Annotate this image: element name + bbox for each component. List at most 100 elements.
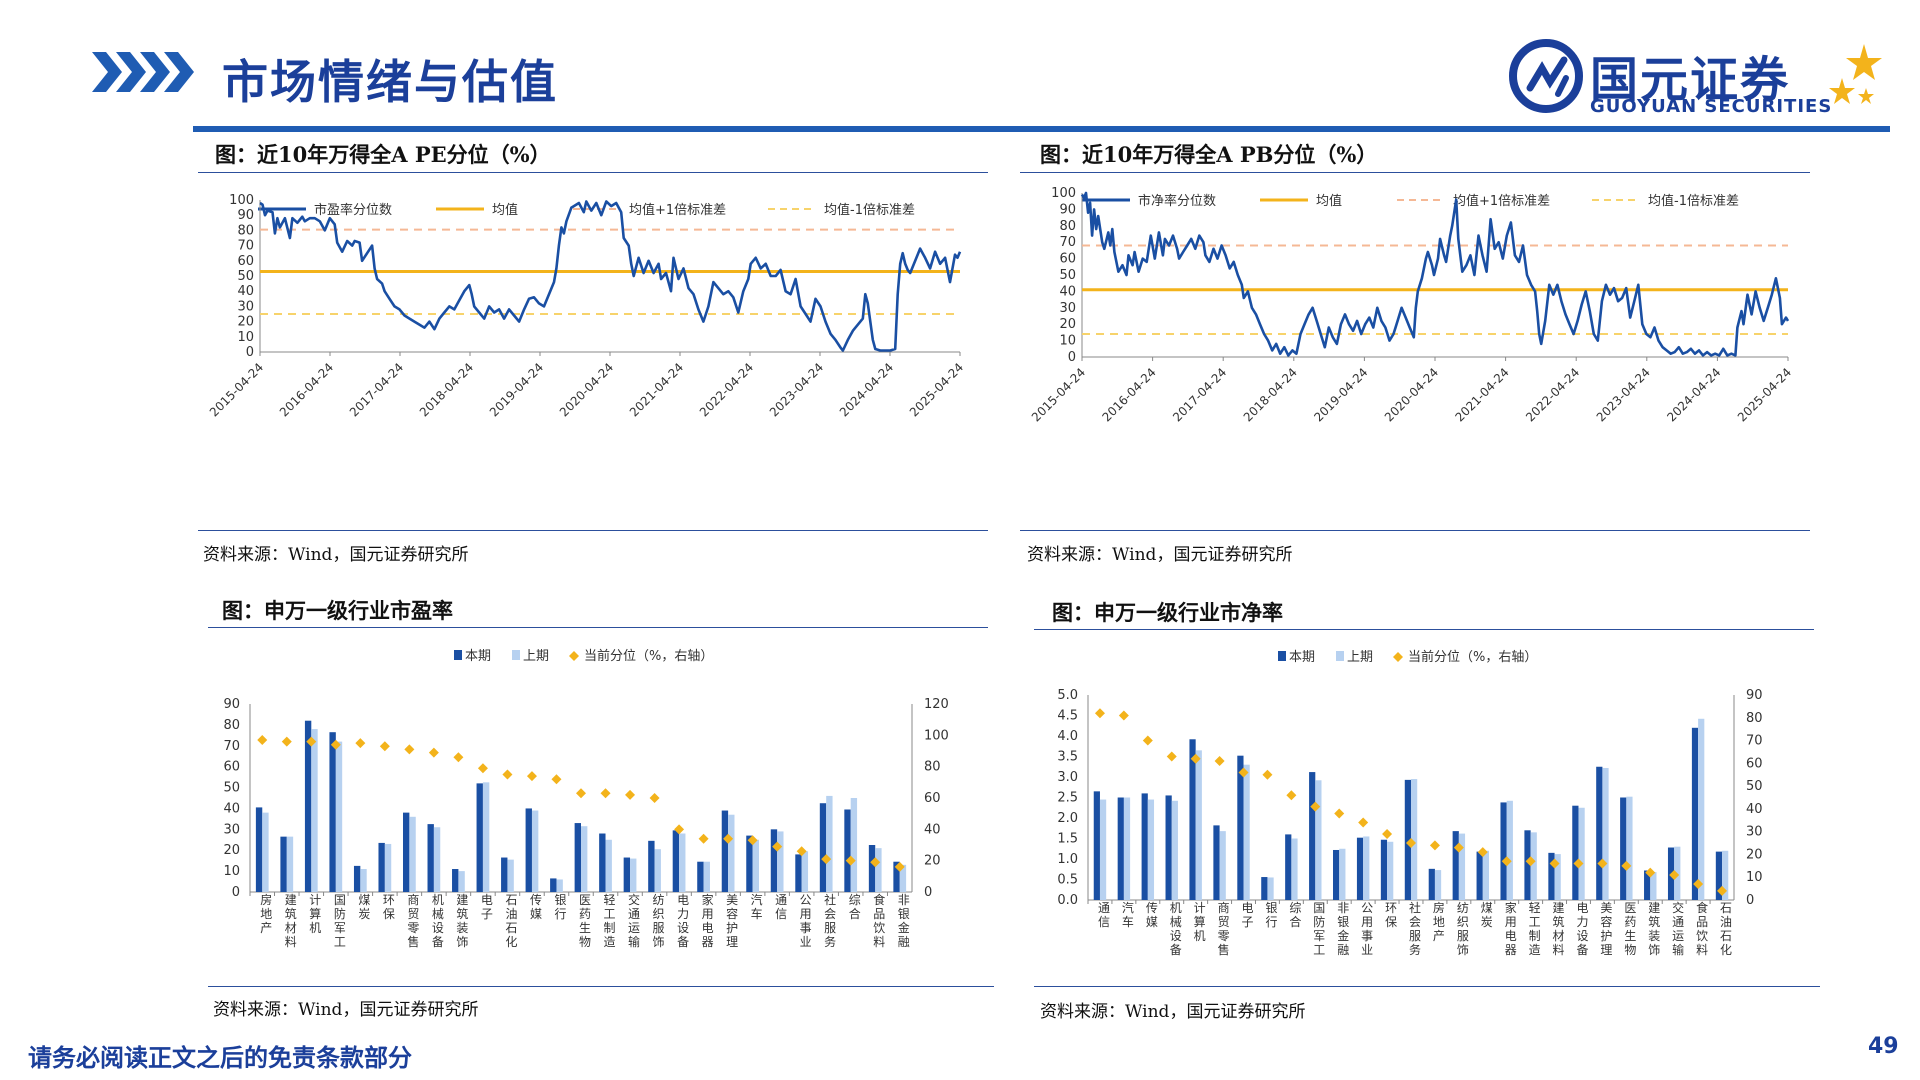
x-tick-label: 2023-04-24 bbox=[767, 360, 826, 419]
percentile-marker bbox=[1094, 708, 1105, 719]
bar-previous bbox=[875, 848, 882, 892]
bar-current bbox=[255, 807, 263, 892]
percentile-marker bbox=[870, 857, 881, 868]
percentile-marker bbox=[551, 774, 562, 785]
category-label: 建筑材料 bbox=[1553, 901, 1566, 957]
y-tick-label: 20 bbox=[1059, 317, 1076, 332]
category-label: 医药生物 bbox=[1624, 901, 1637, 957]
bar-current bbox=[1500, 802, 1507, 900]
y-left-tick-label: 50 bbox=[223, 781, 240, 796]
bar-current bbox=[1596, 766, 1603, 900]
category-label: 石油石化 bbox=[505, 893, 518, 949]
x-tick-label: 2021-04-24 bbox=[1453, 365, 1512, 424]
percentile-marker bbox=[1358, 817, 1369, 828]
bar-previous bbox=[1267, 877, 1274, 900]
x-tick-label: 2016-04-24 bbox=[277, 360, 336, 419]
legend-label-current: 本期 bbox=[465, 649, 491, 664]
y-left-tick-label: 30 bbox=[223, 822, 240, 837]
bar-previous bbox=[1099, 799, 1107, 900]
percentile-marker bbox=[453, 752, 464, 763]
bar-current bbox=[1117, 797, 1124, 900]
industry-pb-chart: 本期 上期 当前分位（%，右轴） 0.0 0.5 1.0 1.5 2.0 2.5 3.0 3.5 4.… bbox=[1057, 649, 1763, 957]
legend-label-previous: 上期 bbox=[523, 649, 549, 664]
category-label: 国防军工 bbox=[334, 893, 347, 949]
y-tick-label: 40 bbox=[237, 284, 254, 299]
y-right-tick-label: 60 bbox=[1746, 756, 1763, 771]
legend-label-percentile: 当前分位（%，右轴） bbox=[1408, 649, 1537, 665]
bar-previous bbox=[679, 833, 686, 892]
legend-swatch-previous bbox=[1336, 651, 1344, 661]
x-tick-label: 2022-04-24 bbox=[697, 360, 756, 419]
bar-current bbox=[1333, 849, 1340, 900]
bar-previous bbox=[654, 849, 661, 892]
bar-current bbox=[501, 857, 508, 892]
bar-previous bbox=[1315, 780, 1322, 900]
category-label: 交通运输 bbox=[1672, 900, 1685, 957]
bar-current bbox=[893, 861, 900, 892]
bar-current bbox=[476, 783, 483, 892]
bar-current bbox=[623, 857, 631, 892]
category-label: 国防军工 bbox=[1313, 901, 1326, 957]
percentile-marker bbox=[428, 747, 439, 758]
bar-previous bbox=[1219, 831, 1226, 900]
ind-pb-panel-title: 图：申万一级行业市净率 bbox=[1052, 600, 1283, 625]
bar-current bbox=[672, 830, 680, 892]
percentile-marker bbox=[1190, 753, 1201, 764]
legend-swatch-current bbox=[1278, 651, 1286, 661]
x-tick-label: 2024-04-24 bbox=[837, 360, 896, 419]
y-left-tick-label: 40 bbox=[223, 801, 240, 816]
bar-previous bbox=[1722, 850, 1729, 900]
y-left-tick-label: 60 bbox=[223, 760, 240, 775]
y-left-tick-label: 90 bbox=[223, 697, 240, 712]
y-right-tick-label: 50 bbox=[1746, 779, 1763, 794]
category-label: 计算机 bbox=[309, 893, 322, 935]
bar-previous bbox=[1339, 848, 1346, 900]
bar-current bbox=[868, 845, 876, 892]
legend-swatch-percentile bbox=[569, 651, 579, 661]
bar-current bbox=[1428, 868, 1435, 900]
bar-current bbox=[599, 833, 606, 892]
bar-previous bbox=[605, 839, 612, 892]
y-left-tick-label: 2.0 bbox=[1057, 811, 1078, 826]
bar-previous bbox=[1195, 750, 1202, 900]
pb-panel-title: 图：近10年万得全A PB分位（%） bbox=[1040, 142, 1378, 167]
bar-previous bbox=[482, 782, 490, 892]
percentile-marker bbox=[1166, 751, 1177, 762]
chevron-decoration-icon bbox=[92, 52, 194, 92]
bar-current bbox=[1285, 834, 1292, 900]
percentile-marker bbox=[477, 763, 488, 774]
x-tick-label: 2016-04-24 bbox=[1100, 365, 1159, 424]
bar-previous bbox=[507, 859, 514, 892]
ind-pb-source: 资料来源：Wind，国元证券研究所 bbox=[1040, 1002, 1306, 1022]
y-left-tick-label: 0.5 bbox=[1057, 873, 1078, 888]
percentile-marker bbox=[306, 736, 317, 747]
category-label: 交通运输 bbox=[628, 892, 641, 949]
y-left-tick-label: 0.0 bbox=[1057, 893, 1078, 908]
percentile-marker bbox=[1334, 808, 1345, 819]
y-left-tick-label: 4.0 bbox=[1057, 729, 1078, 744]
category-label: 机械设备 bbox=[432, 893, 445, 949]
bar-current bbox=[1476, 851, 1483, 900]
x-tick-label: 2018-04-24 bbox=[1241, 365, 1300, 424]
legend-label-0: 市盈率分位数 bbox=[314, 202, 392, 218]
bar-previous bbox=[531, 810, 539, 892]
bar-previous bbox=[826, 795, 833, 892]
page-number: 49 bbox=[1868, 1034, 1899, 1059]
bar-current bbox=[574, 823, 581, 892]
bar-current bbox=[1691, 727, 1699, 900]
y-tick-label: 90 bbox=[237, 208, 254, 223]
percentile-marker bbox=[1573, 858, 1584, 869]
x-tick-label: 2020-04-24 bbox=[1382, 365, 1441, 424]
bar-current bbox=[795, 854, 802, 892]
y-right-tick-label: 70 bbox=[1746, 734, 1763, 749]
x-tick-label: 2020-04-24 bbox=[557, 360, 616, 419]
ind-pe-panel-title: 图：申万一级行业市盈率 bbox=[222, 598, 453, 623]
y-tick-label: 0 bbox=[1068, 350, 1076, 365]
legend-label-2: 均值+1倍标准差 bbox=[1453, 193, 1550, 209]
category-label: 建筑材料 bbox=[285, 893, 298, 949]
bar-previous bbox=[458, 871, 465, 892]
y-tick-label: 50 bbox=[237, 269, 254, 284]
category-label: 家用电器 bbox=[1505, 900, 1518, 957]
bar-previous bbox=[630, 858, 637, 892]
